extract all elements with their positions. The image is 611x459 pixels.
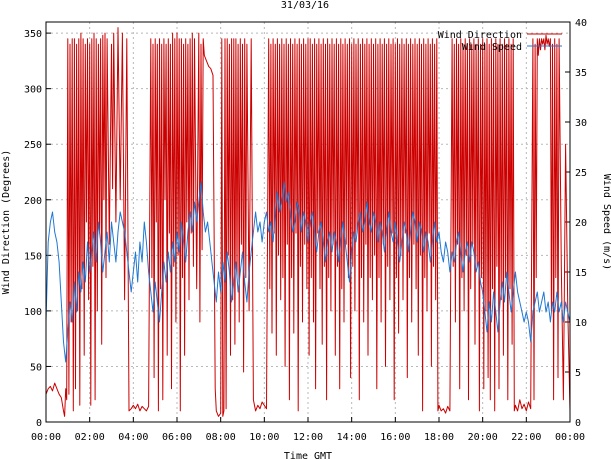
- x-tick-label: 22:00: [511, 432, 541, 443]
- y-right-tick-label: 30: [575, 118, 587, 129]
- y-right-tick-label: 0: [575, 418, 581, 429]
- x-tick-label: 08:00: [206, 432, 236, 443]
- x-tick-label: 16:00: [380, 432, 410, 443]
- x-tick-label: 18:00: [424, 432, 454, 443]
- y-right-tick-label: 5: [575, 368, 581, 379]
- x-tick-label: 00:00: [555, 432, 585, 443]
- y-right-tick-label: 35: [575, 68, 587, 79]
- y-left-tick-label: 250: [24, 140, 42, 151]
- y-right-tick-labels: 0 5 10 15 20 25 30 35 40: [575, 18, 587, 429]
- y-left-tick-label: 300: [24, 85, 42, 96]
- x-tick-label: 10:00: [249, 432, 279, 443]
- y-left-tick-label: 150: [24, 251, 42, 262]
- legend-label-wind-direction: Wind Direction: [438, 30, 522, 41]
- y-left-tick-label: 200: [24, 196, 42, 207]
- chart-title: 31/03/16: [281, 0, 329, 11]
- plot-frame: [45, 21, 571, 423]
- legend: Wind Direction Wind Speed: [438, 30, 562, 53]
- y-left-tick-label: 50: [30, 362, 42, 373]
- x-tick-label: 14:00: [337, 432, 367, 443]
- y-right-tick-label: 15: [575, 268, 587, 279]
- y-axis-left-label: Wind Direction (Degrees): [1, 150, 12, 295]
- y-right-tick-label: 10: [575, 318, 587, 329]
- y-axis-right-label: Wind Speed (m/s): [601, 174, 611, 270]
- x-tick-label: 04:00: [118, 432, 148, 443]
- y-right-tick-label: 40: [575, 18, 587, 29]
- series-line-wind-speed: [45, 181, 571, 363]
- x-tick-label: 06:00: [162, 432, 192, 443]
- y-left-tick-labels: 0 50 100 150 200 250 300 350: [24, 29, 42, 429]
- y-left-tick-label: 0: [36, 418, 42, 429]
- y-right-tick-label: 20: [575, 218, 587, 229]
- legend-label-wind-speed: Wind Speed: [462, 42, 522, 53]
- series-lines: [45, 27, 571, 417]
- x-tick-label: 20:00: [468, 432, 498, 443]
- x-tick-label: 12:00: [293, 432, 323, 443]
- x-tick-label: 02:00: [75, 432, 105, 443]
- series-line-wind-direction: [45, 27, 571, 417]
- y-right-tick-label: 25: [575, 168, 587, 179]
- y-left-tick-label: 100: [24, 307, 42, 318]
- x-tick-label: 00:00: [31, 432, 61, 443]
- y-left-tick-label: 350: [24, 29, 42, 40]
- x-tick-labels: 00:00 02:00 04:00 06:00 08:00 10:00 12:00 14:00…: [31, 432, 585, 443]
- x-axis-label: Time GMT: [284, 451, 332, 459]
